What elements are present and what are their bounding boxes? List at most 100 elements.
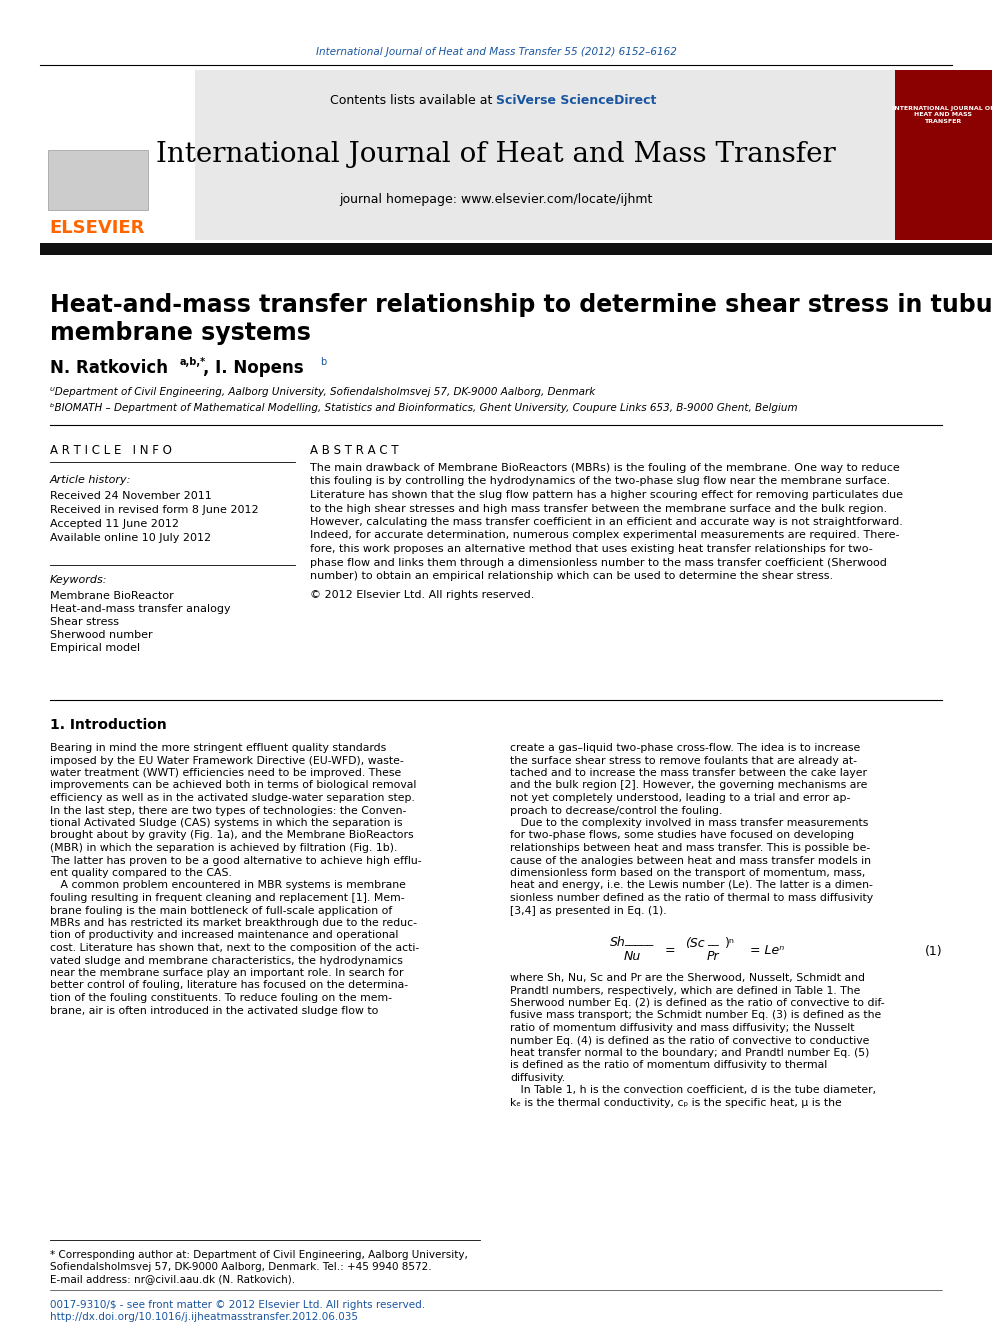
Text: ELSEVIER: ELSEVIER bbox=[50, 220, 145, 237]
Text: proach to decrease/control the fouling.: proach to decrease/control the fouling. bbox=[510, 806, 722, 815]
Text: The latter has proven to be a good alternative to achieve high efflu-: The latter has proven to be a good alter… bbox=[50, 856, 422, 865]
Text: However, calculating the mass transfer coefficient in an efficient and accurate : However, calculating the mass transfer c… bbox=[310, 517, 903, 527]
Text: Keywords:: Keywords: bbox=[50, 576, 107, 585]
Text: cause of the analogies between heat and mass transfer models in: cause of the analogies between heat and … bbox=[510, 856, 871, 865]
Text: brane, air is often introduced in the activated sludge flow to: brane, air is often introduced in the ac… bbox=[50, 1005, 378, 1016]
Text: create a gas–liquid two-phase cross-flow. The idea is to increase: create a gas–liquid two-phase cross-flow… bbox=[510, 744, 860, 753]
Text: The main drawback of Membrane BioReactors (MBRs) is the fouling of the membrane.: The main drawback of Membrane BioReactor… bbox=[310, 463, 900, 474]
Text: (MBR) in which the separation is achieved by filtration (Fig. 1b).: (MBR) in which the separation is achieve… bbox=[50, 843, 398, 853]
Text: dimensionless form based on the transport of momentum, mass,: dimensionless form based on the transpor… bbox=[510, 868, 865, 878]
Text: relationships between heat and mass transfer. This is possible be-: relationships between heat and mass tran… bbox=[510, 843, 870, 853]
Text: Due to the complexity involved in mass transfer measurements: Due to the complexity involved in mass t… bbox=[510, 818, 868, 828]
Text: ─────: ───── bbox=[624, 941, 654, 951]
Text: near the membrane surface play an important role. In search for: near the membrane surface play an import… bbox=[50, 968, 404, 978]
Text: [3,4] as presented in Eq. (1).: [3,4] as presented in Eq. (1). bbox=[510, 905, 667, 916]
Text: )ⁿ: )ⁿ bbox=[725, 937, 735, 950]
Text: imposed by the EU Water Framework Directive (EU-WFD), waste-: imposed by the EU Water Framework Direct… bbox=[50, 755, 404, 766]
Text: Literature has shown that the slug flow pattern has a higher scouring effect for: Literature has shown that the slug flow … bbox=[310, 490, 903, 500]
Text: N. Ratkovich: N. Ratkovich bbox=[50, 359, 168, 377]
FancyBboxPatch shape bbox=[40, 70, 195, 239]
Text: 0017-9310/$ - see front matter © 2012 Elsevier Ltd. All rights reserved.: 0017-9310/$ - see front matter © 2012 El… bbox=[50, 1301, 426, 1310]
Text: heat and energy, i.e. the Lewis number (Le). The latter is a dimen-: heat and energy, i.e. the Lewis number (… bbox=[510, 881, 873, 890]
Text: Pr: Pr bbox=[707, 950, 719, 963]
Text: 1. Introduction: 1. Introduction bbox=[50, 718, 167, 732]
Text: improvements can be achieved both in terms of biological removal: improvements can be achieved both in ter… bbox=[50, 781, 417, 791]
Text: * Corresponding author at: Department of Civil Engineering, Aalborg University,: * Corresponding author at: Department of… bbox=[50, 1250, 468, 1259]
Text: where Sh, Nu, Sc and Pr are the Sherwood, Nusselt, Schmidt and: where Sh, Nu, Sc and Pr are the Sherwood… bbox=[510, 972, 865, 983]
FancyBboxPatch shape bbox=[895, 70, 992, 239]
Text: (Sc: (Sc bbox=[685, 937, 704, 950]
Text: tached and to increase the mass transfer between the cake layer: tached and to increase the mass transfer… bbox=[510, 767, 867, 778]
Text: ᵇBIOMATH – Department of Mathematical Modelling, Statistics and Bioinformatics, : ᵇBIOMATH – Department of Mathematical Mo… bbox=[50, 404, 798, 413]
Text: not yet completely understood, leading to a trial and error ap-: not yet completely understood, leading t… bbox=[510, 792, 850, 803]
Text: http://dx.doi.org/10.1016/j.ijheatmasstransfer.2012.06.035: http://dx.doi.org/10.1016/j.ijheatmasstr… bbox=[50, 1312, 358, 1322]
Text: A common problem encountered in MBR systems is membrane: A common problem encountered in MBR syst… bbox=[50, 881, 406, 890]
Text: Empirical model: Empirical model bbox=[50, 643, 140, 654]
Text: number) to obtain an empirical relationship which can be used to determine the s: number) to obtain an empirical relations… bbox=[310, 572, 833, 581]
Text: International Journal of Heat and Mass Transfer: International Journal of Heat and Mass T… bbox=[156, 142, 836, 168]
Text: fusive mass transport; the Schmidt number Eq. (3) is defined as the: fusive mass transport; the Schmidt numbe… bbox=[510, 1011, 881, 1020]
Text: =: = bbox=[665, 945, 676, 958]
Text: Heat-and-mass transfer relationship to determine shear stress in tubular: Heat-and-mass transfer relationship to d… bbox=[50, 292, 992, 318]
Text: to the high shear stresses and high mass transfer between the membrane surface a: to the high shear stresses and high mass… bbox=[310, 504, 887, 513]
Text: In Table 1, h is the convection coefficient, d is the tube diameter,: In Table 1, h is the convection coeffici… bbox=[510, 1085, 876, 1095]
Text: tional Activated Sludge (CAS) systems in which the separation is: tional Activated Sludge (CAS) systems in… bbox=[50, 818, 403, 828]
Text: Sofiendalsholmsvej 57, DK-9000 Aalborg, Denmark. Tel.: +45 9940 8572.: Sofiendalsholmsvej 57, DK-9000 Aalborg, … bbox=[50, 1262, 432, 1271]
Text: ratio of momentum diffusivity and mass diffusivity; the Nusselt: ratio of momentum diffusivity and mass d… bbox=[510, 1023, 854, 1033]
Text: SciVerse ScienceDirect: SciVerse ScienceDirect bbox=[496, 94, 657, 106]
Text: sionless number defined as the ratio of thermal to mass diffusivity: sionless number defined as the ratio of … bbox=[510, 893, 873, 904]
Text: for two-phase flows, some studies have focused on developing: for two-phase flows, some studies have f… bbox=[510, 831, 854, 840]
Text: Membrane BioReactor: Membrane BioReactor bbox=[50, 591, 174, 601]
Text: Shear stress: Shear stress bbox=[50, 617, 119, 627]
Text: heat transfer normal to the boundary; and Prandtl number Eq. (5): heat transfer normal to the boundary; an… bbox=[510, 1048, 869, 1058]
FancyBboxPatch shape bbox=[48, 149, 148, 210]
Text: kₑ is the thermal conductivity, cₚ is the specific heat, μ is the: kₑ is the thermal conductivity, cₚ is th… bbox=[510, 1098, 842, 1107]
Text: Accepted 11 June 2012: Accepted 11 June 2012 bbox=[50, 519, 179, 529]
Text: = Leⁿ: = Leⁿ bbox=[750, 945, 785, 958]
Text: a,b,*: a,b,* bbox=[180, 357, 206, 366]
Text: Received 24 November 2011: Received 24 November 2011 bbox=[50, 491, 211, 501]
Text: brought about by gravity (Fig. 1a), and the Membrane BioReactors: brought about by gravity (Fig. 1a), and … bbox=[50, 831, 414, 840]
Text: ent quality compared to the CAS.: ent quality compared to the CAS. bbox=[50, 868, 232, 878]
Text: Indeed, for accurate determination, numerous complex experimental measurements a: Indeed, for accurate determination, nume… bbox=[310, 531, 900, 541]
Text: Article history:: Article history: bbox=[50, 475, 131, 486]
Text: is defined as the ratio of momentum diffusivity to thermal: is defined as the ratio of momentum diff… bbox=[510, 1061, 827, 1070]
Text: fouling resulting in frequent cleaning and replacement [1]. Mem-: fouling resulting in frequent cleaning a… bbox=[50, 893, 405, 904]
Text: INTERNATIONAL JOURNAL OF
HEAT AND MASS
TRANSFER: INTERNATIONAL JOURNAL OF HEAT AND MASS T… bbox=[892, 106, 992, 124]
Text: Contents lists available at: Contents lists available at bbox=[329, 94, 496, 106]
Text: Nu: Nu bbox=[624, 950, 641, 963]
Text: fore, this work proposes an alternative method that uses existing heat transfer : fore, this work proposes an alternative … bbox=[310, 544, 873, 554]
Text: diffusivity.: diffusivity. bbox=[510, 1073, 565, 1084]
Text: International Journal of Heat and Mass Transfer 55 (2012) 6152–6162: International Journal of Heat and Mass T… bbox=[315, 48, 677, 57]
Text: membrane systems: membrane systems bbox=[50, 321, 310, 345]
Text: E-mail address: nr@civil.aau.dk (N. Ratkovich).: E-mail address: nr@civil.aau.dk (N. Ratk… bbox=[50, 1274, 296, 1285]
Text: Available online 10 July 2012: Available online 10 July 2012 bbox=[50, 533, 211, 542]
Text: and the bulk region [2]. However, the governing mechanisms are: and the bulk region [2]. However, the go… bbox=[510, 781, 867, 791]
Text: better control of fouling, literature has focused on the determina-: better control of fouling, literature ha… bbox=[50, 980, 408, 991]
Text: , I. Nopens: , I. Nopens bbox=[203, 359, 304, 377]
Text: b: b bbox=[320, 357, 326, 366]
Text: ᵁDepartment of Civil Engineering, Aalborg University, Sofiendalsholmsvej 57, DK-: ᵁDepartment of Civil Engineering, Aalbor… bbox=[50, 388, 595, 397]
Text: efficiency as well as in the activated sludge-water separation step.: efficiency as well as in the activated s… bbox=[50, 792, 415, 803]
Text: tion of productivity and increased maintenance and operational: tion of productivity and increased maint… bbox=[50, 930, 399, 941]
Text: number Eq. (4) is defined as the ratio of convective to conductive: number Eq. (4) is defined as the ratio o… bbox=[510, 1036, 869, 1045]
Text: phase flow and links them through a dimensionless number to the mass transfer co: phase flow and links them through a dime… bbox=[310, 557, 887, 568]
Text: In the last step, there are two types of technologies: the Conven-: In the last step, there are two types of… bbox=[50, 806, 407, 815]
Text: brane fouling is the main bottleneck of full-scale application of: brane fouling is the main bottleneck of … bbox=[50, 905, 392, 916]
FancyBboxPatch shape bbox=[40, 243, 992, 255]
Text: this fouling is by controlling the hydrodynamics of the two-phase slug flow near: this fouling is by controlling the hydro… bbox=[310, 476, 890, 487]
Text: tion of the fouling constituents. To reduce fouling on the mem-: tion of the fouling constituents. To red… bbox=[50, 994, 392, 1003]
Text: ──: ── bbox=[707, 941, 719, 951]
Text: vated sludge and membrane characteristics, the hydrodynamics: vated sludge and membrane characteristic… bbox=[50, 955, 403, 966]
Text: A R T I C L E   I N F O: A R T I C L E I N F O bbox=[50, 443, 172, 456]
Text: cost. Literature has shown that, next to the composition of the acti-: cost. Literature has shown that, next to… bbox=[50, 943, 420, 953]
Text: A B S T R A C T: A B S T R A C T bbox=[310, 443, 399, 456]
Text: Sherwood number Eq. (2) is defined as the ratio of convective to dif-: Sherwood number Eq. (2) is defined as th… bbox=[510, 998, 885, 1008]
Text: Prandtl numbers, respectively, which are defined in Table 1. The: Prandtl numbers, respectively, which are… bbox=[510, 986, 860, 995]
Text: (1): (1) bbox=[925, 945, 942, 958]
Text: MBRs and has restricted its market breakthrough due to the reduc-: MBRs and has restricted its market break… bbox=[50, 918, 417, 927]
Text: Received in revised form 8 June 2012: Received in revised form 8 June 2012 bbox=[50, 505, 259, 515]
Text: Heat-and-mass transfer analogy: Heat-and-mass transfer analogy bbox=[50, 605, 230, 614]
FancyBboxPatch shape bbox=[40, 70, 895, 239]
Text: Bearing in mind the more stringent effluent quality standards: Bearing in mind the more stringent efflu… bbox=[50, 744, 386, 753]
